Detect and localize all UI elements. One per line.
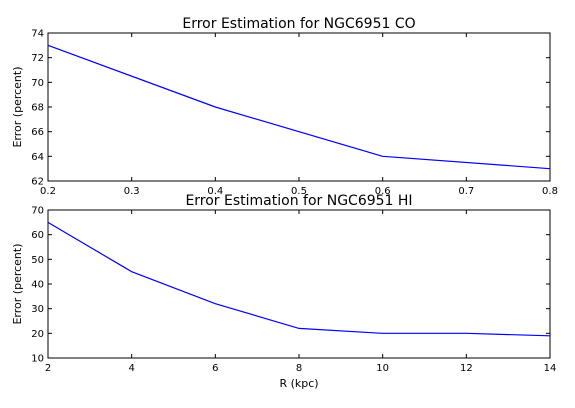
co-y-tick-label: 66: [31, 127, 44, 138]
co-ticks: 0.2 0.3 0.4 0.5 0.6 0.7 0.8 62 64 66 68 70 72 74: [31, 29, 558, 198]
hi-x-tick-label: 2: [45, 363, 51, 374]
co-series: [47, 44, 551, 170]
co-y-tick-label: 74: [31, 29, 44, 40]
hi-y-tick-label: 70: [31, 206, 44, 217]
co-x-tick-label: 0.5: [291, 186, 307, 197]
hi-y-tick-label: 10: [31, 354, 44, 365]
hi-x-tick-label: 14: [544, 363, 557, 374]
co-y-tick-label: 64: [31, 152, 44, 163]
hi-y-tick-label: 50: [31, 255, 44, 266]
hi-error-line: [47, 221, 551, 337]
co-chart-title: Error Estimation for NGC6951 CO: [182, 16, 415, 32]
hi-x-tick-label: 8: [296, 363, 302, 374]
co-x-tick-label: 0.6: [375, 186, 391, 197]
co-y-tick-label: 68: [31, 103, 44, 114]
hi-error-chart: Error Estimation for NGC6951 HI Error (p…: [11, 193, 556, 390]
hi-x-tick-label: 10: [376, 363, 389, 374]
hi-plot-frame: [47, 209, 551, 359]
hi-chart-title: Error Estimation for NGC6951 HI: [185, 193, 412, 209]
co-y-axis-label: Error (percent): [11, 66, 24, 147]
co-x-tick-label: 0.8: [542, 186, 558, 197]
hi-x-axis-label: R (kpc): [279, 377, 318, 390]
co-x-tick-label: 0.4: [207, 186, 223, 197]
hi-y-tick-label: 40: [31, 280, 44, 291]
co-error-line: [47, 44, 551, 170]
hi-x-tick-label: 4: [128, 363, 134, 374]
hi-series: [47, 221, 551, 337]
co-y-tick-label: 62: [31, 177, 44, 188]
hi-x-tick-label: 12: [460, 363, 473, 374]
hi-y-tick-label: 30: [31, 304, 44, 315]
hi-ticks: 2 4 6 8 10 12 14 10 20 30 40 50 60 70: [31, 206, 556, 375]
hi-y-tick-label: 20: [31, 329, 44, 340]
co-error-chart: Error Estimation for NGC6951 CO Error (p…: [11, 16, 558, 197]
co-x-tick-label: 0.3: [124, 186, 140, 197]
co-x-tick-label: 0.2: [40, 186, 56, 197]
co-x-tick-label: 0.7: [458, 186, 474, 197]
hi-x-tick-label: 6: [212, 363, 218, 374]
hi-y-tick-label: 60: [31, 230, 44, 241]
hi-y-axis-label: Error (percent): [11, 243, 24, 324]
co-plot-frame: [47, 32, 551, 182]
co-y-tick-label: 70: [31, 78, 44, 89]
co-y-tick-label: 72: [31, 53, 44, 64]
